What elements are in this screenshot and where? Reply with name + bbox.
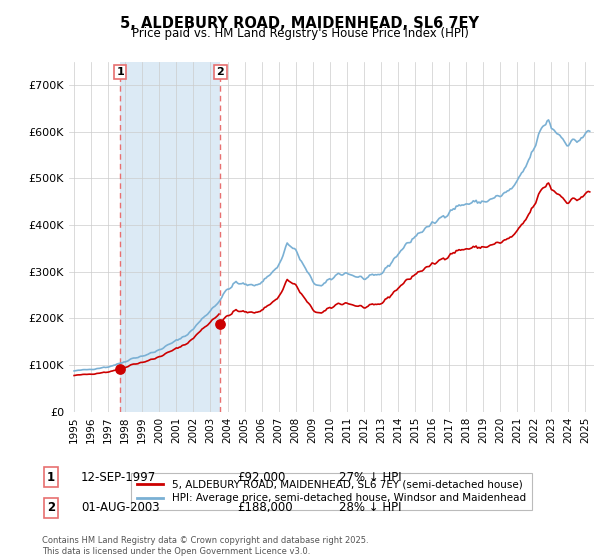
Text: 2: 2 [217, 67, 224, 77]
Text: £188,000: £188,000 [237, 501, 293, 515]
Bar [120, 62, 220, 412]
Text: 28% ↓ HPI: 28% ↓ HPI [339, 501, 401, 515]
Text: 12-SEP-1997: 12-SEP-1997 [81, 470, 156, 484]
Text: 01-AUG-2003: 01-AUG-2003 [81, 501, 160, 515]
Text: £92,000: £92,000 [237, 470, 286, 484]
Text: 2: 2 [47, 501, 55, 515]
Text: 27% ↓ HPI: 27% ↓ HPI [339, 470, 401, 484]
Text: Price paid vs. HM Land Registry's House Price Index (HPI): Price paid vs. HM Land Registry's House … [131, 27, 469, 40]
Legend: 5, ALDEBURY ROAD, MAIDENHEAD, SL6 7EY (semi-detached house), HPI: Average price,: 5, ALDEBURY ROAD, MAIDENHEAD, SL6 7EY (s… [131, 473, 532, 510]
Text: Contains HM Land Registry data © Crown copyright and database right 2025.
This d: Contains HM Land Registry data © Crown c… [42, 536, 368, 556]
Point [115, 364, 125, 373]
Text: 1: 1 [116, 67, 124, 77]
Text: 5, ALDEBURY ROAD, MAIDENHEAD, SL6 7EY: 5, ALDEBURY ROAD, MAIDENHEAD, SL6 7EY [121, 16, 479, 31]
Text: 1: 1 [47, 470, 55, 484]
Point [215, 319, 225, 328]
